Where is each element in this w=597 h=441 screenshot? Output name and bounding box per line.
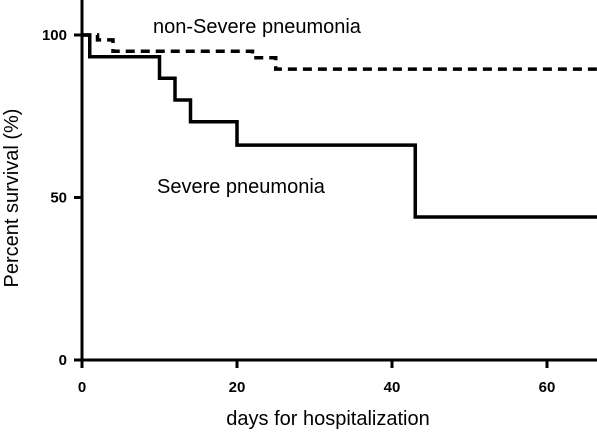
series-line-severe bbox=[82, 33, 597, 219]
x-axis-title: days for hospitalization bbox=[226, 408, 429, 430]
y-tick-label: 0 bbox=[59, 352, 67, 369]
x-tick-label: 60 bbox=[539, 379, 556, 396]
series-group bbox=[82, 33, 597, 219]
series-line-non-severe bbox=[82, 33, 597, 71]
axes: 0 20 40 60 0 50 100 bbox=[42, 0, 597, 396]
y-tick-label: 50 bbox=[50, 190, 67, 207]
y-axis-title: Percent survival (%) bbox=[1, 109, 23, 288]
labels-group: days for hospitalization Percent surviva… bbox=[1, 16, 430, 430]
x-tick-label: 40 bbox=[384, 379, 401, 396]
annotation-severe: Severe pneumonia bbox=[157, 176, 326, 198]
annotation-non-severe: non-Severe pneumonia bbox=[153, 16, 362, 38]
x-tick-label: 20 bbox=[229, 379, 246, 396]
x-tick-label: 0 bbox=[78, 379, 86, 396]
y-tick-label: 100 bbox=[42, 27, 67, 44]
